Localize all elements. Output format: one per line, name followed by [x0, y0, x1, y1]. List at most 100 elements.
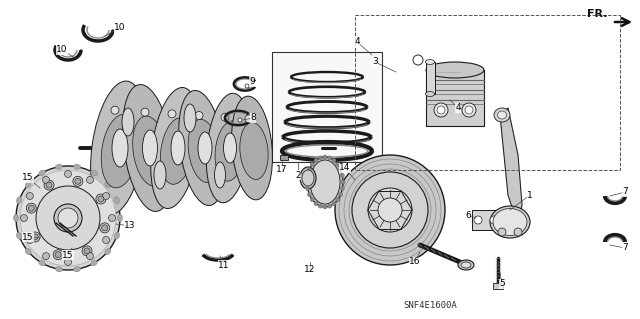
Circle shape	[102, 192, 109, 199]
Ellipse shape	[17, 197, 22, 204]
Bar	[355, 15, 620, 170]
Ellipse shape	[318, 156, 323, 160]
Ellipse shape	[328, 204, 332, 208]
Text: 7: 7	[622, 188, 628, 197]
Circle shape	[54, 204, 82, 232]
Ellipse shape	[336, 198, 340, 202]
Bar	[472, 210, 500, 230]
Circle shape	[109, 214, 115, 221]
Ellipse shape	[198, 132, 212, 164]
Ellipse shape	[336, 162, 340, 166]
Ellipse shape	[74, 267, 81, 272]
Text: 13: 13	[124, 221, 136, 231]
Circle shape	[84, 248, 90, 254]
Bar	[426, 70, 484, 126]
Circle shape	[86, 176, 93, 183]
Ellipse shape	[215, 121, 245, 181]
Text: 5: 5	[499, 279, 505, 288]
Circle shape	[73, 176, 83, 186]
Circle shape	[102, 236, 109, 243]
Ellipse shape	[179, 91, 225, 205]
Circle shape	[42, 176, 49, 183]
Text: SNF4E1600A: SNF4E1600A	[403, 300, 457, 309]
Ellipse shape	[214, 162, 225, 188]
Ellipse shape	[91, 260, 97, 266]
Circle shape	[102, 225, 108, 231]
Ellipse shape	[332, 158, 336, 162]
Text: 7: 7	[622, 243, 628, 253]
Ellipse shape	[493, 209, 527, 235]
Ellipse shape	[114, 197, 120, 204]
Ellipse shape	[426, 62, 484, 78]
Circle shape	[20, 170, 116, 266]
Ellipse shape	[91, 81, 145, 215]
Text: 4: 4	[455, 103, 461, 113]
Ellipse shape	[112, 129, 128, 167]
Text: 17: 17	[276, 166, 288, 174]
Ellipse shape	[490, 206, 530, 238]
Ellipse shape	[332, 202, 336, 206]
Text: 16: 16	[409, 257, 420, 266]
Circle shape	[30, 232, 40, 242]
Circle shape	[42, 253, 49, 260]
Circle shape	[44, 180, 54, 190]
Ellipse shape	[310, 162, 314, 166]
Ellipse shape	[101, 114, 139, 188]
Polygon shape	[500, 108, 522, 225]
Circle shape	[98, 196, 104, 202]
Ellipse shape	[328, 156, 332, 160]
Circle shape	[100, 223, 109, 233]
Circle shape	[75, 178, 81, 184]
Ellipse shape	[123, 85, 173, 211]
Circle shape	[58, 208, 78, 228]
Ellipse shape	[161, 118, 194, 184]
Ellipse shape	[461, 262, 471, 268]
Ellipse shape	[132, 116, 167, 186]
Ellipse shape	[118, 214, 122, 221]
Circle shape	[65, 170, 72, 177]
Circle shape	[498, 228, 506, 236]
Ellipse shape	[143, 130, 157, 166]
Ellipse shape	[105, 248, 111, 255]
Ellipse shape	[74, 164, 81, 169]
Ellipse shape	[300, 167, 316, 189]
Ellipse shape	[426, 60, 435, 64]
Ellipse shape	[223, 133, 237, 163]
Circle shape	[26, 236, 33, 243]
Circle shape	[514, 228, 522, 236]
Text: 3: 3	[372, 57, 378, 66]
Ellipse shape	[339, 192, 342, 197]
Text: 10: 10	[56, 46, 68, 55]
Ellipse shape	[184, 104, 196, 132]
Ellipse shape	[91, 170, 97, 176]
Text: 12: 12	[304, 265, 316, 275]
Text: 6: 6	[465, 211, 471, 219]
Ellipse shape	[307, 167, 312, 172]
Circle shape	[245, 115, 253, 123]
Ellipse shape	[497, 111, 506, 119]
Text: 1: 1	[527, 190, 533, 199]
Ellipse shape	[302, 170, 314, 186]
Bar	[280, 155, 288, 160]
Ellipse shape	[323, 155, 327, 159]
Ellipse shape	[305, 180, 309, 184]
Circle shape	[55, 252, 61, 258]
Ellipse shape	[154, 161, 166, 189]
Ellipse shape	[340, 174, 344, 178]
Circle shape	[490, 216, 498, 224]
Ellipse shape	[39, 260, 45, 266]
Ellipse shape	[494, 108, 510, 122]
Circle shape	[221, 113, 229, 121]
Ellipse shape	[339, 167, 342, 172]
Ellipse shape	[232, 96, 273, 200]
Circle shape	[195, 112, 203, 120]
Circle shape	[168, 110, 176, 118]
Circle shape	[465, 106, 473, 114]
Ellipse shape	[188, 119, 220, 183]
Ellipse shape	[206, 93, 250, 203]
Circle shape	[462, 103, 476, 117]
Ellipse shape	[105, 182, 111, 188]
Ellipse shape	[13, 214, 19, 221]
Ellipse shape	[341, 180, 345, 184]
Text: 11: 11	[218, 261, 230, 270]
